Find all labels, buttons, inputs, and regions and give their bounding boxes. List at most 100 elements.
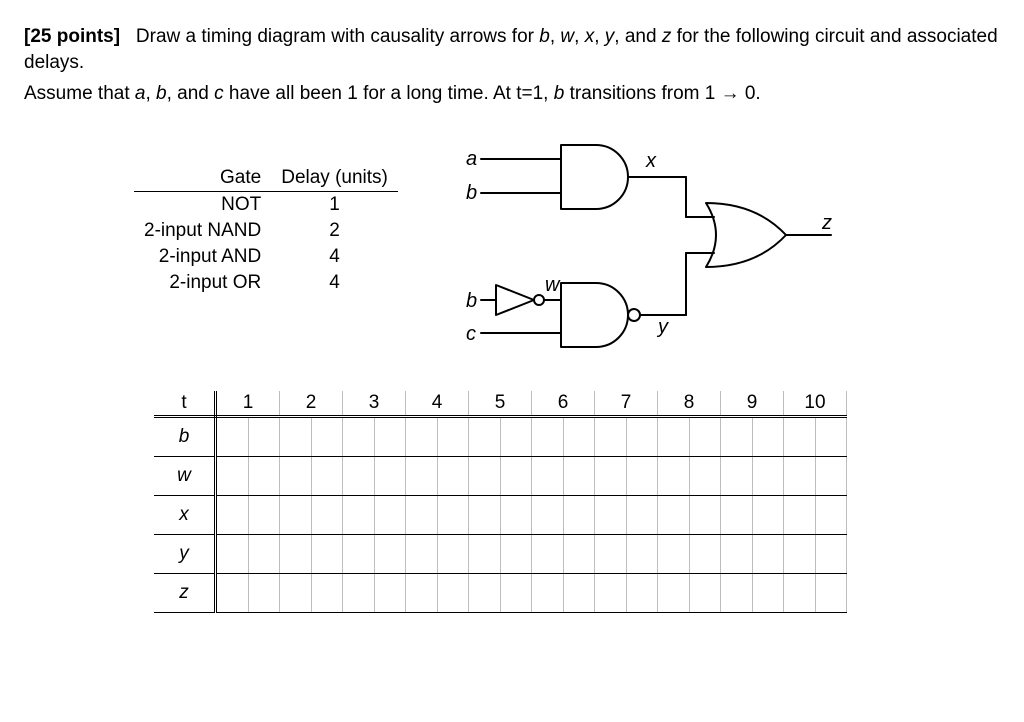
q-sig-w: w [560,26,574,47]
timing-row: z [154,573,847,612]
timing-cell [216,573,280,612]
question-text: [25 points] Draw a timing diagram with c… [24,24,1000,75]
q-line2c: transitions from 1 → 0. [564,83,760,104]
q-line1a: Draw a timing diagram with causality arr… [136,26,539,47]
time-header: 10 [784,391,847,417]
label-x: x [645,150,657,172]
timing-cell [469,573,532,612]
timing-cell [532,534,595,573]
delay-table-header-delay: Delay (units) [271,165,398,192]
timing-cell [784,416,847,456]
points-label: [25 points] [24,26,120,47]
label-b-top: b [466,182,477,204]
not-bubble-icon [534,295,544,305]
timing-cell [721,534,784,573]
timing-cell [532,416,595,456]
timing-cell [658,495,721,534]
gate-cell: NOT [134,191,271,218]
delay-cell: 4 [271,244,398,270]
time-header: 3 [343,391,406,417]
timing-cell [343,416,406,456]
label-y: y [656,316,669,338]
time-header: 2 [280,391,343,417]
timing-cell [721,573,784,612]
timing-cell [658,456,721,495]
timing-cell [595,495,658,534]
timing-cell [658,573,721,612]
delay-cell: 1 [271,191,398,218]
timing-cell [406,534,469,573]
and-gate-icon [561,145,628,209]
timing-cell [532,495,595,534]
timing-cell [406,416,469,456]
label-w: w [545,274,561,296]
timing-cell [784,495,847,534]
timing-cell [784,573,847,612]
circuit-diagram: a b b c w x y z [426,135,846,355]
label-z: z [821,212,832,234]
delay-table-header-gate: Gate [134,165,271,192]
timing-cell [280,534,343,573]
label-b-bot: b [466,290,477,312]
timing-cell [784,534,847,573]
q-sig-x: x [585,26,595,47]
time-header: 8 [658,391,721,417]
timing-cell [721,495,784,534]
timing-cell [343,534,406,573]
timing-cell [280,495,343,534]
timing-cell [343,573,406,612]
q-line2a: Assume that [24,83,135,104]
question-text-2: Assume that a, b, and c have all been 1 … [24,81,1000,107]
timing-cell [721,416,784,456]
timing-cell [216,416,280,456]
timing-cell [406,495,469,534]
timing-cell [595,456,658,495]
mid-row: Gate Delay (units) NOT 1 2-input NAND 2 … [134,135,1000,355]
signal-label: x [154,495,216,534]
timing-row: b [154,416,847,456]
gate-cell: 2-input OR [134,270,271,296]
nand-bubble-icon [628,309,640,321]
timing-cell [658,416,721,456]
timing-row: y [154,534,847,573]
q-sig-b2: b [156,83,167,104]
timing-cell [595,534,658,573]
q-sig-z: z [662,26,672,47]
timing-cell [532,456,595,495]
not-gate-icon [496,285,534,315]
signal-label: b [154,416,216,456]
timing-cell [469,495,532,534]
q-sig-a2: a [135,83,146,104]
timing-cell [721,456,784,495]
timing-cell [532,573,595,612]
timing-cell [216,456,280,495]
timing-cell [469,456,532,495]
timing-cell [280,456,343,495]
delay-cell: 4 [271,270,398,296]
delay-row: 2-input NAND 2 [134,218,398,244]
time-header: 4 [406,391,469,417]
delay-table: Gate Delay (units) NOT 1 2-input NAND 2 … [134,165,398,296]
timing-cell [280,573,343,612]
delay-cell: 2 [271,218,398,244]
gate-cell: 2-input AND [134,244,271,270]
signal-label: z [154,573,216,612]
timing-cell [216,534,280,573]
timing-row: w [154,456,847,495]
timing-corner: t [154,391,216,417]
timing-cell [469,416,532,456]
label-c: c [466,323,476,345]
time-header: 1 [216,391,280,417]
delay-row: NOT 1 [134,191,398,218]
timing-cell [406,456,469,495]
or-gate-icon [706,203,786,267]
timing-row: x [154,495,847,534]
q-sig-b: b [539,26,550,47]
timing-cell [280,416,343,456]
q-sig-y: y [605,26,615,47]
timing-cell [658,534,721,573]
nand-gate-icon [561,283,628,347]
timing-table: t 12345678910 bwxyz [154,391,847,613]
timing-cell [216,495,280,534]
timing-cell [343,495,406,534]
